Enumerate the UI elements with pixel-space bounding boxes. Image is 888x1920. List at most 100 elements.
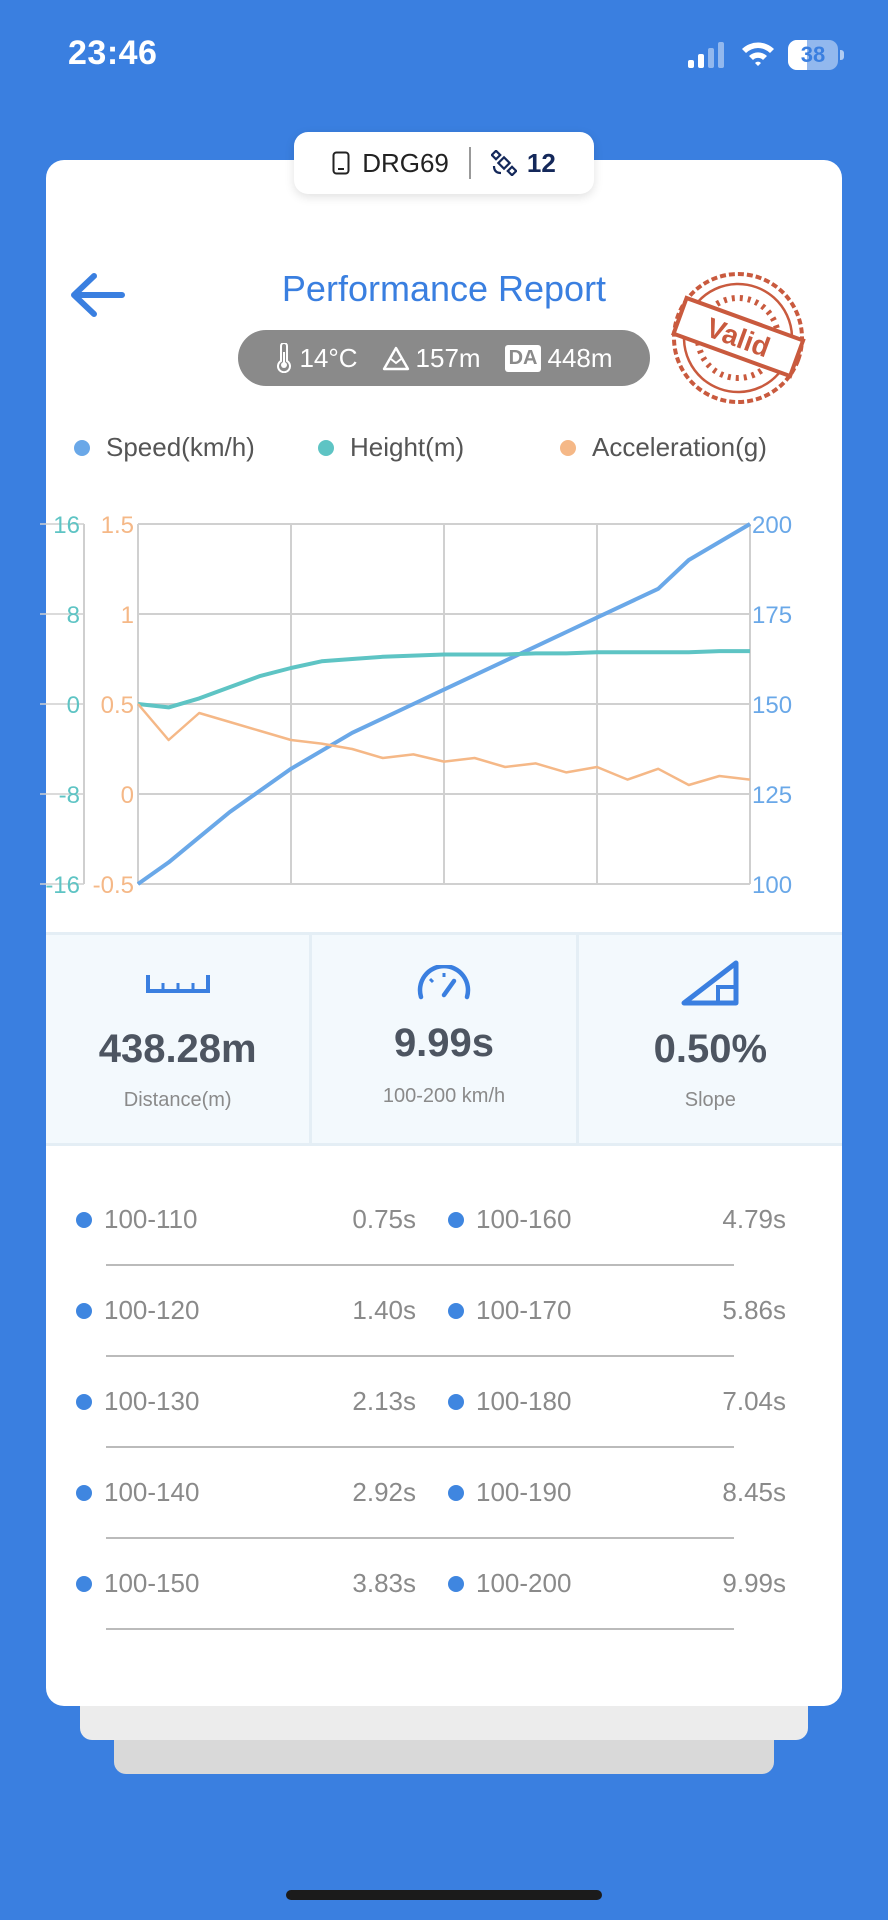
split-time: 3.83s	[352, 1568, 416, 1598]
wifi-icon	[742, 42, 774, 66]
split-range: 100-160	[476, 1204, 572, 1234]
split-bullet	[448, 1485, 464, 1501]
status-bar: 23:46 38	[0, 0, 888, 110]
split-item: 100-170 5.86s	[448, 1295, 786, 1331]
legend-label: Height(m)	[350, 432, 465, 462]
acceleration-tick-label: 1	[121, 602, 134, 629]
split-time: 7.04s	[722, 1386, 786, 1416]
split-bullet	[76, 1303, 92, 1319]
back-arrow-icon[interactable]	[68, 272, 126, 318]
mountain-icon	[382, 346, 409, 371]
split-item: 100-140 2.92s	[76, 1477, 416, 1513]
split-range: 100-150	[104, 1568, 200, 1598]
split-item: 100-200 9.99s	[448, 1568, 786, 1604]
speedometer-icon	[417, 965, 471, 1000]
legend-dot	[318, 439, 334, 456]
split-range: 100-190	[476, 1477, 572, 1507]
stat-time: 9.99s 100-200 km/h	[309, 935, 575, 1143]
speed-tick-label: 100	[752, 872, 792, 899]
height-tick-label: 16	[53, 512, 80, 539]
row-divider	[106, 1264, 734, 1266]
legend-label: Speed(km/h)	[106, 432, 255, 462]
split-bullet	[448, 1212, 464, 1228]
density-altitude-icon: DA	[504, 344, 542, 372]
altitude-value: 157m	[415, 342, 481, 373]
stat-slope: 0.50% Slope	[575, 935, 842, 1143]
valid-stamp-icon: Valid	[671, 272, 806, 404]
legend-speed[interactable]: Speed(km/h)	[74, 432, 255, 463]
split-item: 100-160 4.79s	[448, 1204, 786, 1240]
page-title: Performance Report	[281, 268, 607, 309]
height-tick-label: 8	[67, 602, 80, 629]
split-item: 100-190 8.45s	[448, 1477, 786, 1513]
device-name: DRG69	[362, 147, 449, 178]
height-tick-label: -16	[45, 872, 80, 899]
stat-label: Slope	[684, 1089, 736, 1111]
split-row: 100-150 3.83s 100-200 9.99s	[46, 1534, 842, 1630]
home-indicator[interactable]	[286, 1890, 602, 1900]
split-range: 100-120	[104, 1295, 200, 1325]
acceleration-tick-label: 1.5	[101, 512, 134, 539]
thermometer-icon	[277, 343, 292, 373]
split-range: 100-140	[104, 1477, 200, 1507]
split-row: 100-130 2.13s 100-180 7.04s	[46, 1352, 842, 1448]
slope-icon	[681, 960, 739, 1006]
split-item: 100-120 1.40s	[76, 1295, 416, 1331]
legend-label: Acceleration(g)	[592, 432, 767, 462]
cellular-signal-icon	[688, 42, 724, 68]
split-time: 8.45s	[722, 1477, 786, 1507]
performance-chart[interactable]: 16 8 0 -8 -16 1.5 1 0.5 0 -0.5 200 175 150 125 100	[40, 490, 820, 900]
battery-level: 38	[800, 42, 826, 67]
device-icon	[332, 151, 350, 175]
split-time: 1.40s	[352, 1295, 416, 1325]
legend-dot	[74, 439, 90, 456]
split-time: 9.99s	[722, 1568, 786, 1598]
split-bullet	[76, 1576, 92, 1592]
speed-tick-label: 150	[752, 692, 792, 719]
split-range: 100-180	[476, 1386, 572, 1416]
stat-label: Distance(m)	[123, 1089, 232, 1111]
stat-value: 438.28m	[98, 1027, 257, 1071]
stat-distance: 438.28m Distance(m)	[46, 935, 309, 1143]
split-time: 5.86s	[722, 1295, 786, 1325]
row-divider	[106, 1355, 734, 1357]
acceleration-tick-label: 0	[121, 782, 134, 809]
split-item: 100-150 3.83s	[76, 1568, 416, 1604]
speed-tick-label: 200	[752, 512, 792, 539]
legend-height[interactable]: Height(m)	[318, 432, 464, 463]
split-bullet	[448, 1303, 464, 1319]
split-row: 100-110 0.75s 100-160 4.79s	[46, 1170, 842, 1266]
split-time: 2.13s	[352, 1386, 416, 1416]
stat-value: 0.50%	[653, 1027, 768, 1071]
split-row: 100-120 1.40s 100-170 5.86s	[46, 1261, 842, 1357]
legend-dot	[560, 439, 576, 456]
split-bullet	[448, 1394, 464, 1410]
split-item: 100-180 7.04s	[448, 1386, 786, 1422]
split-bullet	[76, 1485, 92, 1501]
pill-divider	[468, 147, 471, 179]
split-range: 100-170	[476, 1295, 572, 1325]
row-divider	[106, 1446, 734, 1448]
legend-acceleration[interactable]: Acceleration(g)	[560, 432, 767, 463]
temperature-value: 14°C	[299, 342, 358, 373]
row-divider	[106, 1537, 734, 1539]
split-times-list: 100-110 0.75s 100-160 4.79s 100-120 1.40s 100-…	[46, 1170, 842, 1630]
split-time: 4.79s	[722, 1204, 786, 1234]
satellite-icon	[490, 150, 517, 176]
chart-legend: Speed(km/h) Height(m) Acceleration(g)	[72, 432, 792, 468]
split-item: 100-110 0.75s	[76, 1204, 416, 1240]
height-tick-label: 0	[67, 692, 80, 719]
ruler-icon	[145, 975, 210, 993]
device-pill[interactable]: DRG69 12	[294, 132, 594, 194]
density-altitude-value: 448m	[547, 342, 613, 373]
split-bullet	[76, 1212, 92, 1228]
split-row: 100-140 2.92s 100-190 8.45s	[46, 1443, 842, 1539]
height-tick-label: -8	[59, 782, 80, 809]
satellite-count: 12	[526, 147, 556, 178]
speed-tick-label: 175	[752, 602, 792, 629]
speed-tick-label: 125	[752, 782, 792, 809]
split-bullet	[76, 1394, 92, 1410]
split-bullet	[448, 1576, 464, 1592]
clock: 23:46	[68, 34, 158, 72]
split-time: 0.75s	[352, 1204, 416, 1234]
